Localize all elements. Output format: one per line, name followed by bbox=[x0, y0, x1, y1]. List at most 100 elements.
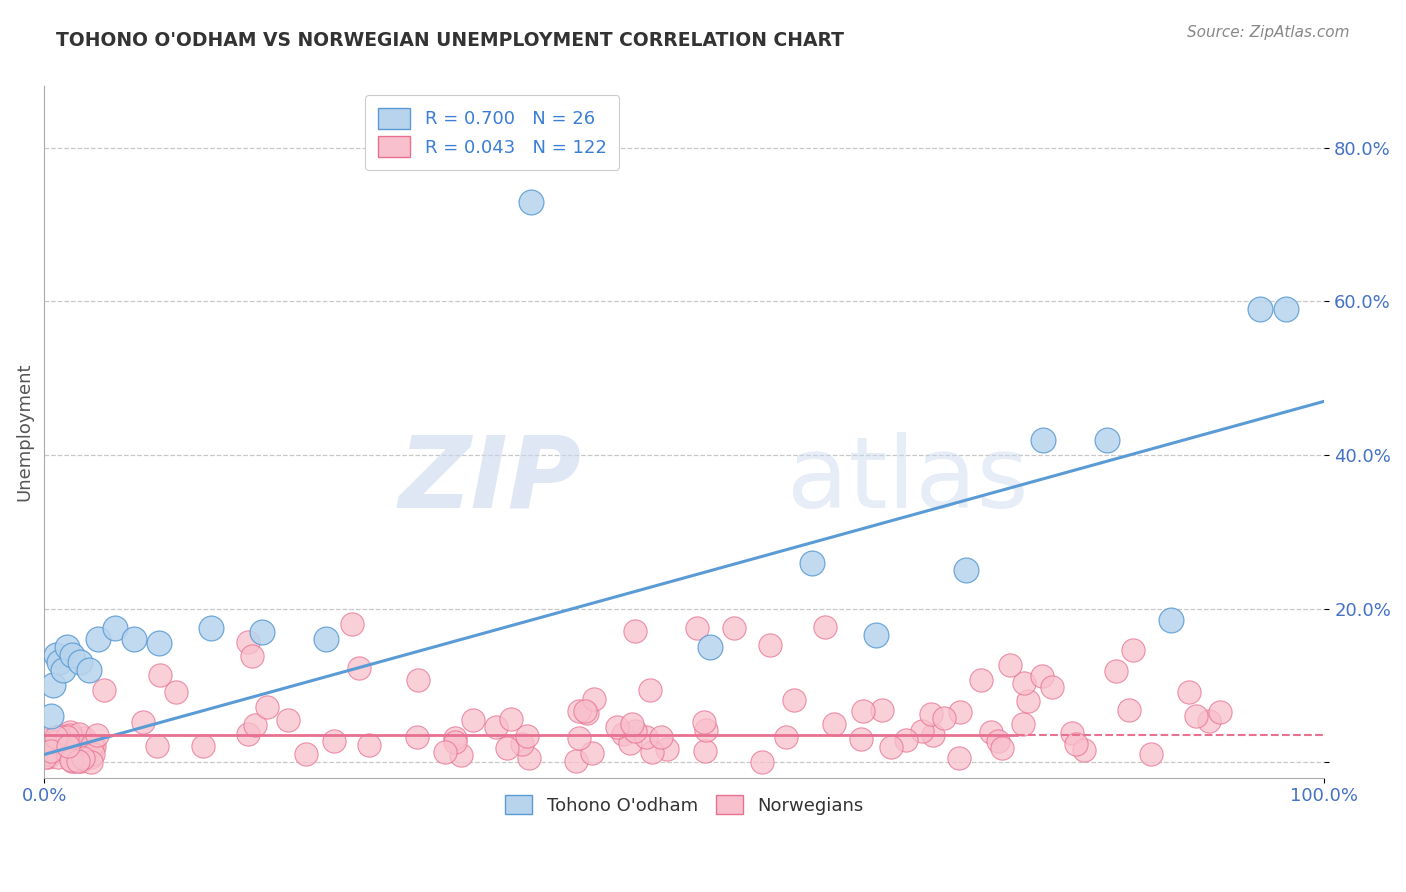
Point bbox=[1160, 613, 1182, 627]
Point bbox=[463, 713, 485, 727]
Point bbox=[823, 716, 845, 731]
Point bbox=[87, 632, 110, 647]
Point bbox=[911, 723, 934, 738]
Point bbox=[75, 749, 97, 764]
Point bbox=[922, 728, 945, 742]
Point bbox=[623, 724, 645, 739]
Point bbox=[568, 704, 591, 718]
Point bbox=[723, 621, 745, 635]
Text: TOHONO O'ODHAM VS NORWEGIAN UNEMPLOYMENT CORRELATION CHART: TOHONO O'ODHAM VS NORWEGIAN UNEMPLOYMENT… bbox=[56, 31, 844, 50]
Point bbox=[347, 660, 370, 674]
Text: ZIP: ZIP bbox=[399, 432, 582, 529]
Point bbox=[970, 673, 993, 687]
Point bbox=[294, 747, 316, 761]
Point bbox=[920, 706, 942, 721]
Point bbox=[44, 735, 66, 749]
Point bbox=[1208, 705, 1230, 719]
Point bbox=[1064, 737, 1087, 751]
Point bbox=[39, 744, 62, 758]
Point bbox=[82, 747, 104, 761]
Point bbox=[484, 720, 506, 734]
Point bbox=[932, 711, 955, 725]
Point bbox=[814, 620, 837, 634]
Point bbox=[640, 745, 662, 759]
Point bbox=[52, 741, 75, 756]
Point bbox=[1249, 302, 1271, 317]
Point bbox=[783, 693, 806, 707]
Point bbox=[987, 734, 1010, 748]
Point bbox=[72, 750, 94, 764]
Point bbox=[236, 635, 259, 649]
Point bbox=[510, 737, 533, 751]
Point bbox=[73, 731, 96, 746]
Point bbox=[42, 678, 65, 692]
Point bbox=[695, 723, 717, 737]
Point bbox=[519, 194, 541, 209]
Point bbox=[655, 742, 678, 756]
Point bbox=[77, 663, 100, 677]
Point bbox=[48, 729, 70, 743]
Point bbox=[93, 682, 115, 697]
Point bbox=[46, 750, 69, 764]
Point bbox=[998, 658, 1021, 673]
Point bbox=[236, 727, 259, 741]
Point bbox=[59, 753, 82, 767]
Point bbox=[122, 632, 145, 647]
Point bbox=[59, 725, 82, 739]
Point bbox=[1104, 664, 1126, 678]
Point bbox=[955, 563, 977, 577]
Point bbox=[60, 754, 83, 768]
Point bbox=[896, 732, 918, 747]
Point bbox=[444, 731, 467, 746]
Point bbox=[165, 685, 187, 699]
Point bbox=[200, 621, 222, 635]
Point bbox=[576, 706, 599, 720]
Point bbox=[852, 704, 875, 718]
Point bbox=[949, 705, 972, 719]
Point bbox=[568, 731, 591, 745]
Point bbox=[450, 747, 472, 762]
Point bbox=[638, 682, 661, 697]
Point bbox=[131, 714, 153, 729]
Legend: Tohono O'odham, Norwegians: Tohono O'odham, Norwegians bbox=[496, 787, 873, 824]
Point bbox=[191, 739, 214, 754]
Point bbox=[624, 624, 647, 639]
Point bbox=[1185, 709, 1208, 723]
Point bbox=[650, 730, 672, 744]
Point bbox=[619, 736, 641, 750]
Point bbox=[60, 648, 83, 662]
Point bbox=[406, 673, 429, 687]
Point bbox=[67, 727, 90, 741]
Point bbox=[686, 621, 709, 635]
Point bbox=[582, 692, 605, 706]
Point bbox=[634, 731, 657, 745]
Point bbox=[59, 728, 82, 742]
Point bbox=[39, 709, 62, 723]
Point bbox=[948, 751, 970, 765]
Point bbox=[1122, 643, 1144, 657]
Point bbox=[63, 754, 86, 768]
Point bbox=[1032, 433, 1054, 447]
Point bbox=[56, 640, 79, 654]
Point bbox=[501, 712, 523, 726]
Point bbox=[240, 649, 263, 664]
Point bbox=[444, 735, 467, 749]
Point bbox=[991, 740, 1014, 755]
Point bbox=[52, 663, 75, 677]
Point bbox=[606, 720, 628, 734]
Point bbox=[37, 733, 59, 747]
Point bbox=[37, 750, 59, 764]
Point bbox=[581, 746, 603, 760]
Point bbox=[693, 714, 716, 729]
Point bbox=[758, 638, 780, 652]
Y-axis label: Unemployment: Unemployment bbox=[15, 363, 32, 501]
Point bbox=[86, 728, 108, 742]
Point bbox=[80, 750, 103, 764]
Point bbox=[1012, 716, 1035, 731]
Point bbox=[1140, 747, 1163, 761]
Text: Source: ZipAtlas.com: Source: ZipAtlas.com bbox=[1187, 25, 1350, 40]
Point bbox=[980, 724, 1002, 739]
Point bbox=[612, 727, 634, 741]
Point bbox=[406, 730, 429, 744]
Point bbox=[37, 747, 59, 761]
